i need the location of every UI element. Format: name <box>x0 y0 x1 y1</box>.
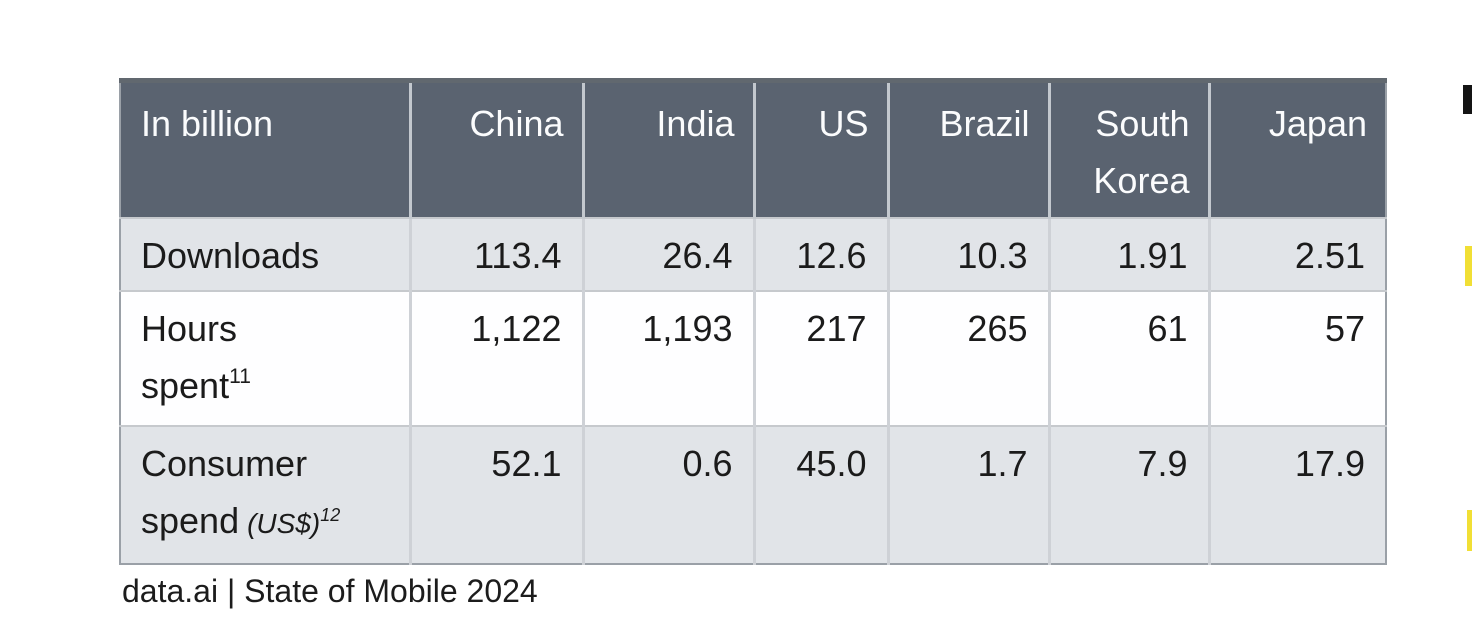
cell-hours-us: 217 <box>752 289 888 426</box>
spend-label-line2: spend <box>141 499 240 541</box>
table-header-row: In billion China India US Brazil South K… <box>120 80 1386 218</box>
cell-downloads-japan: 2.51 <box>1207 216 1386 291</box>
unit-header-cell: In billion <box>120 80 410 218</box>
footnote-marker-12: 12 <box>320 504 341 525</box>
cell-spend-china: 52.1 <box>408 424 583 564</box>
table-row-downloads: Downloads 113.4 26.4 12.6 10.3 1.91 2.51 <box>120 216 1386 291</box>
cell-spend-brazil: 1.7 <box>886 424 1049 564</box>
cell-spend-us: 45.0 <box>752 424 888 564</box>
cell-hours-china: 1,122 <box>408 289 583 426</box>
cell-spend-japan: 17.9 <box>1207 424 1386 564</box>
spend-currency-note: (US$)12 <box>247 504 341 539</box>
cell-spend-south-korea: 7.9 <box>1047 424 1209 564</box>
cell-downloads-brazil: 10.3 <box>886 216 1049 291</box>
mobile-stats-table: In billion China India US Brazil South K… <box>119 78 1387 565</box>
cell-spend-india: 0.6 <box>581 424 754 564</box>
table-row-consumer-spend: Consumer spend (US$)12 52.1 0.6 45.0 1.7 … <box>120 424 1386 564</box>
footnote-marker-11: 11 <box>229 364 251 388</box>
column-header-japan: Japan <box>1207 80 1386 218</box>
cell-downloads-south-korea: 1.91 <box>1047 216 1209 291</box>
cell-downloads-india: 26.4 <box>581 216 754 291</box>
cropped-text-fragment <box>1463 85 1472 114</box>
cell-downloads-us: 12.6 <box>752 216 888 291</box>
row-label-hours-spent: Hours spent11 <box>120 289 410 426</box>
column-header-china: China <box>408 80 583 218</box>
column-header-south-korea: South Korea <box>1047 80 1209 218</box>
source-attribution: data.ai | State of Mobile 2024 <box>122 573 538 609</box>
row-label-consumer-spend: Consumer spend (US$)12 <box>120 424 410 564</box>
spend-label-line1: Consumer <box>141 442 308 484</box>
cell-hours-india: 1,193 <box>581 289 754 426</box>
cropped-bullet-fragment-1 <box>1465 246 1472 286</box>
column-header-india: India <box>581 80 754 218</box>
column-header-brazil: Brazil <box>886 80 1049 218</box>
hours-label-line1: Hours <box>141 307 238 349</box>
cell-hours-brazil: 265 <box>886 289 1049 426</box>
table-row-hours-spent: Hours spent11 1,122 1,193 217 265 61 57 <box>120 289 1386 426</box>
cell-hours-japan: 57 <box>1207 289 1386 426</box>
hours-label-line2: spent <box>141 364 230 406</box>
cell-hours-south-korea: 61 <box>1047 289 1209 426</box>
column-header-us: US <box>752 80 888 218</box>
cell-downloads-china: 113.4 <box>408 216 583 291</box>
cropped-bullet-fragment-2 <box>1467 510 1472 551</box>
row-label-downloads: Downloads <box>120 216 410 291</box>
